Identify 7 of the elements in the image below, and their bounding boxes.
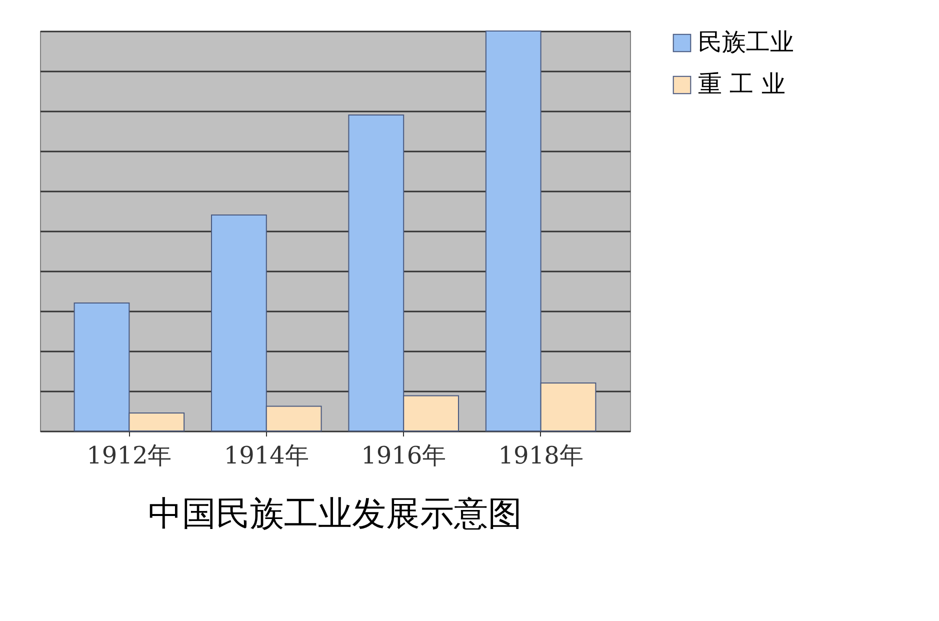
- legend-label: 民族工业: [698, 28, 794, 56]
- x-tick-label: 1912年: [86, 442, 172, 470]
- x-tick-label: 1914年: [224, 442, 309, 470]
- x-tick-label: 1918年: [498, 442, 584, 470]
- legend-label: 重 工 业: [698, 70, 786, 98]
- x-tick-label: 1916年: [361, 442, 446, 470]
- text: 中国民族工业发展示意图: [148, 494, 522, 534]
